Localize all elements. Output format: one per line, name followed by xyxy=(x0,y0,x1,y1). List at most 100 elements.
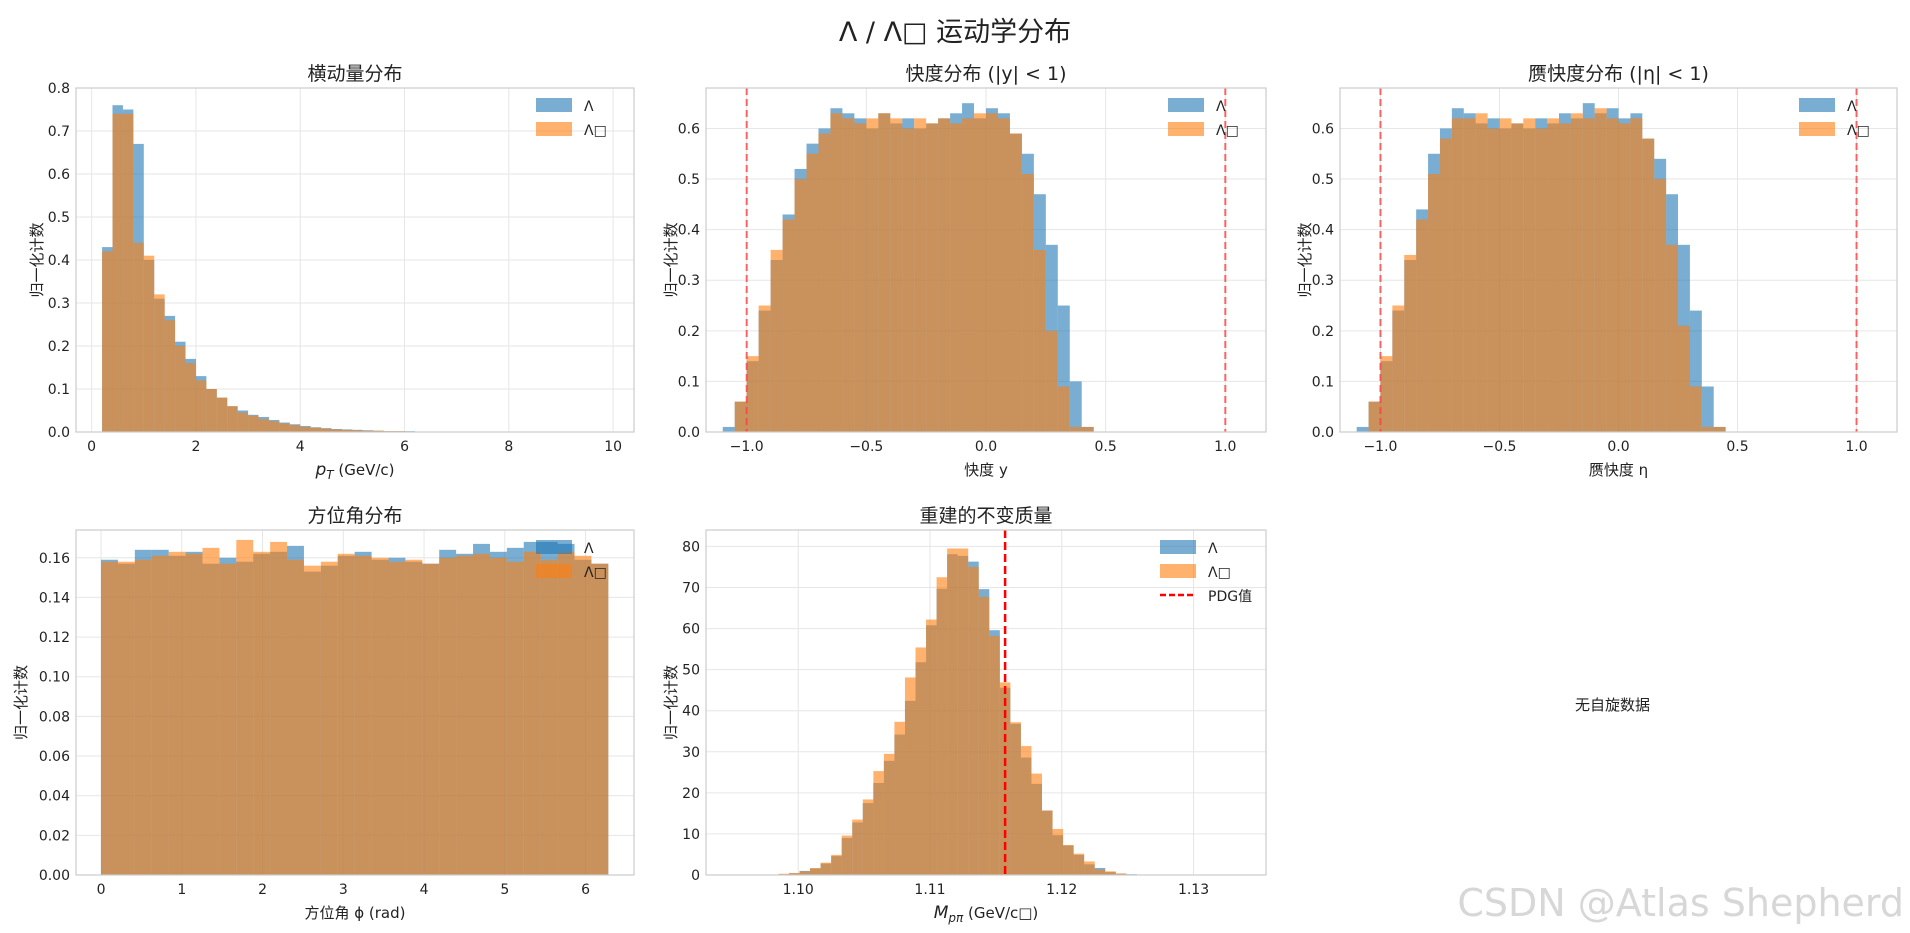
bar-antilambda xyxy=(968,567,979,875)
x-tick-label: 6 xyxy=(400,439,409,455)
bar-antilambda xyxy=(253,552,270,875)
x-tick-label: 1 xyxy=(177,882,186,898)
x-tick-label: 1.13 xyxy=(1178,882,1209,898)
legend-label: PDG值 xyxy=(1208,589,1252,605)
y-tick-label: 70 xyxy=(682,581,700,597)
legend-label: Λ□ xyxy=(1208,565,1231,581)
bar-antilambda xyxy=(473,554,490,875)
y-tick-label: 0.12 xyxy=(39,630,70,646)
legend-swatch-lambda xyxy=(1168,98,1204,112)
legend-label: Λ□ xyxy=(584,123,607,139)
x-tick-label: 2 xyxy=(258,882,267,898)
x-tick-label: 10 xyxy=(604,439,622,455)
bar-antilambda xyxy=(974,113,986,432)
y-tick-label: 0.1 xyxy=(48,382,70,398)
x-tick-label: 0 xyxy=(97,882,106,898)
bar-antilambda xyxy=(123,114,133,432)
y-tick-label: 0.3 xyxy=(1312,273,1334,289)
x-tick-label: 8 xyxy=(504,439,513,455)
x-tick-label: 1.10 xyxy=(783,882,814,898)
y-tick-label: 0.0 xyxy=(678,425,700,441)
y-tick-label: 0.6 xyxy=(1312,121,1334,137)
x-tick-label: 0.0 xyxy=(1607,439,1629,455)
y-tick-label: 0.4 xyxy=(678,223,700,239)
y-tick-label: 0.1 xyxy=(1312,374,1334,390)
bar-antilambda xyxy=(950,123,962,432)
legend-label: Λ xyxy=(1216,99,1226,115)
bar-antilambda xyxy=(1010,722,1021,875)
bar-antilambda xyxy=(1678,326,1690,432)
y-tick-label: 0.3 xyxy=(48,296,70,312)
y-tick-label: 0.08 xyxy=(39,709,70,725)
bar-antilambda xyxy=(1511,123,1523,432)
legend-label: Λ xyxy=(584,541,594,557)
y-axis-label: 归一化计数 xyxy=(12,665,30,740)
x-tick-label: 0 xyxy=(87,439,96,455)
y-axis-label: 归一化计数 xyxy=(662,222,680,297)
y-tick-label: 0.06 xyxy=(39,749,70,765)
bar-lambda xyxy=(1357,427,1369,432)
bar-antilambda xyxy=(842,118,854,432)
legend-swatch-lambda xyxy=(536,98,572,112)
bar-antilambda xyxy=(989,636,1000,875)
y-tick-label: 0.00 xyxy=(39,868,70,884)
panel-title: 赝快度分布 (|η| < 1) xyxy=(1528,63,1709,85)
bar-antilambda xyxy=(759,306,771,432)
legend-label: Λ xyxy=(584,99,594,115)
x-tick-label: 2 xyxy=(191,439,200,455)
legend-label: Λ xyxy=(1208,541,1218,557)
x-tick-label: 5 xyxy=(500,882,509,898)
bar-antilambda xyxy=(311,428,321,432)
y-tick-label: 0 xyxy=(691,868,700,884)
panel-title: 快度分布 (|y| < 1) xyxy=(906,63,1067,85)
bar-antilambda xyxy=(1630,118,1642,432)
bar-antilambda xyxy=(1559,123,1571,432)
bar-antilambda xyxy=(287,560,304,875)
bar-antilambda xyxy=(355,556,372,875)
bar-lambda xyxy=(1702,386,1714,432)
bar-antilambda xyxy=(1583,118,1595,432)
x-tick-label: 0.5 xyxy=(1726,439,1748,455)
bar-antilambda xyxy=(165,320,175,432)
bar-antilambda xyxy=(102,251,112,432)
bar-antilambda xyxy=(1607,118,1619,432)
bar-antilambda xyxy=(962,118,974,432)
bar-antilambda xyxy=(1031,774,1042,875)
bar-antilambda xyxy=(1464,118,1476,432)
y-tick-label: 20 xyxy=(682,786,700,802)
bar-antilambda xyxy=(1042,811,1053,875)
bar-antilambda xyxy=(1053,829,1064,875)
legend-swatch-antilambda xyxy=(536,564,572,578)
bar-antilambda xyxy=(863,799,874,875)
legend-swatch-antilambda xyxy=(1168,122,1204,136)
bar-antilambda xyxy=(541,560,558,875)
bar-antilambda xyxy=(852,820,863,875)
x-tick-label: −1.0 xyxy=(1363,439,1397,455)
y-axis-label: 归一化计数 xyxy=(662,665,680,740)
y-tick-label: 0.10 xyxy=(39,670,70,686)
y-tick-label: 80 xyxy=(682,539,700,555)
bar-antilambda xyxy=(154,294,164,432)
legend-label: Λ□ xyxy=(584,565,607,581)
y-tick-label: 60 xyxy=(682,622,700,638)
y-tick-label: 0.2 xyxy=(678,324,700,340)
bar-antilambda xyxy=(1702,427,1714,432)
figure-title: Λ / Λ□ 运动学分布 xyxy=(0,10,1910,49)
bar-antilambda xyxy=(422,564,439,875)
x-tick-label: 1.0 xyxy=(1214,439,1236,455)
panel-title: 方位角分布 xyxy=(307,505,402,527)
bar-antilambda xyxy=(986,113,998,432)
bar-antilambda xyxy=(290,425,300,432)
x-tick-label: 1.0 xyxy=(1845,439,1867,455)
bar-antilambda xyxy=(1499,118,1511,432)
bar-antilambda xyxy=(405,560,422,875)
legend-swatch-lambda xyxy=(1799,98,1835,112)
bar-antilambda xyxy=(206,389,216,432)
bar-antilambda xyxy=(926,620,937,875)
